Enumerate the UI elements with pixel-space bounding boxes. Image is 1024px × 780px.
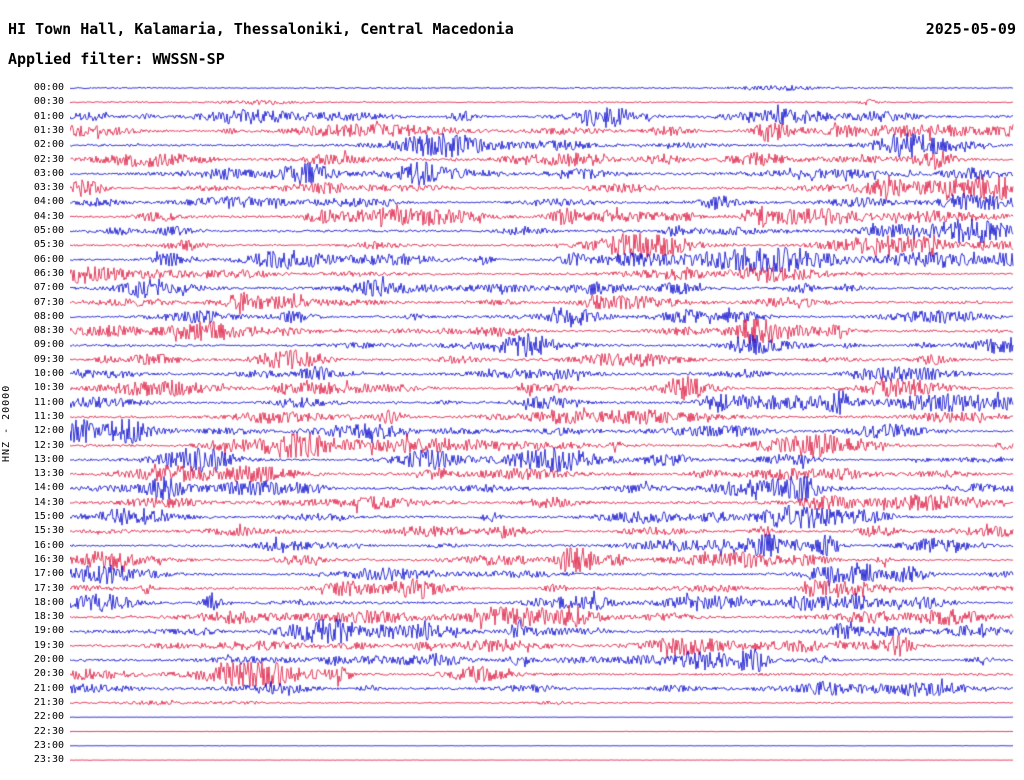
- time-label: 13:30: [33, 468, 64, 480]
- time-label: 16:00: [33, 539, 64, 551]
- time-label: 18:30: [33, 611, 64, 623]
- time-label: 02:00: [33, 139, 64, 151]
- seismogram-traces-canvas: [70, 80, 1014, 775]
- time-label: 14:00: [33, 482, 64, 494]
- time-label: 22:30: [33, 725, 64, 737]
- time-label: 02:30: [33, 153, 64, 165]
- time-label: 03:00: [33, 167, 64, 179]
- time-label: 22:00: [33, 711, 64, 723]
- time-label: 03:30: [33, 182, 64, 194]
- time-label: 00:00: [33, 82, 64, 93]
- time-label: 23:30: [33, 754, 64, 766]
- date-label: 2025-05-09: [925, 20, 1016, 38]
- filter-label: Applied filter: WWSSN-SP: [8, 50, 225, 68]
- time-label: 09:00: [33, 339, 64, 351]
- time-label: 01:30: [33, 124, 64, 136]
- time-label: 12:00: [33, 425, 64, 437]
- time-label: 10:30: [33, 382, 64, 394]
- time-label: 19:00: [33, 625, 64, 637]
- time-label: 04:00: [33, 196, 64, 208]
- time-label: 16:30: [33, 553, 64, 565]
- time-label: 01:00: [33, 110, 64, 122]
- time-label: 17:00: [33, 568, 64, 580]
- time-label: 06:30: [33, 267, 64, 279]
- time-label: 13:00: [33, 453, 64, 465]
- time-label: 20:30: [33, 668, 64, 680]
- time-label: 19:30: [33, 639, 64, 651]
- time-label: 08:00: [33, 310, 64, 322]
- time-label: 09:30: [33, 353, 64, 365]
- time-label: 20:00: [33, 654, 64, 665]
- time-label: 06:00: [33, 253, 64, 265]
- time-label: 14:30: [33, 496, 64, 508]
- page-title: HI Town Hall, Kalamaria, Thessaloniki, C…: [8, 20, 514, 38]
- time-label: 15:00: [33, 511, 64, 522]
- time-label: 05:30: [33, 239, 64, 251]
- time-axis: 00:00 00:30 01:00 01:30 02:00 02:30 03:00 03:30…: [0, 0, 68, 780]
- time-label: 11:30: [33, 410, 64, 422]
- time-label: 00:30: [33, 96, 64, 108]
- time-label: 12:30: [33, 439, 64, 451]
- time-label: 11:00: [33, 396, 64, 408]
- time-label: 07:30: [33, 296, 64, 308]
- time-label: 21:30: [33, 696, 64, 708]
- time-label: 21:00: [33, 682, 64, 694]
- time-label: 23:00: [33, 739, 64, 751]
- time-label: 07:00: [33, 282, 64, 294]
- time-label: 18:00: [33, 596, 64, 608]
- time-label: 10:00: [33, 368, 64, 379]
- time-label: 04:30: [33, 210, 64, 222]
- time-label: 15:30: [33, 525, 64, 537]
- time-label: 08:30: [33, 325, 64, 337]
- time-label: 17:30: [33, 582, 64, 594]
- time-label: 05:00: [33, 225, 64, 236]
